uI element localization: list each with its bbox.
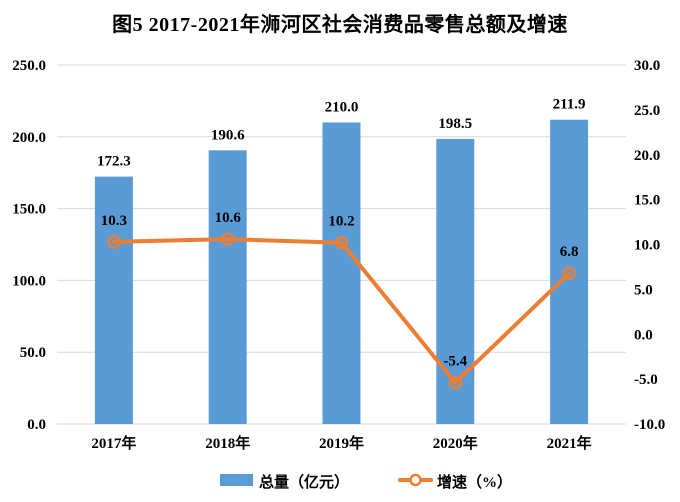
line-value-label: 6.8 — [560, 244, 579, 260]
legend-bar-swatch — [220, 474, 253, 486]
x-axis-category-label: 2019年 — [319, 434, 364, 452]
growth-marker — [220, 232, 235, 246]
legend-line-marker — [409, 473, 422, 487]
x-axis-category-label: 2020年 — [433, 434, 478, 452]
left-axis-tick-label: 250.0 — [12, 58, 46, 74]
left-axis-tick-label: 150.0 — [12, 202, 46, 218]
right-axis-tick-label: 5.0 — [634, 282, 653, 298]
growth-marker — [562, 266, 576, 280]
line-value-label: 10.3 — [101, 213, 127, 229]
right-axis-tick-label: 20.0 — [634, 148, 660, 164]
left-axis-tick-label: 0.0 — [27, 417, 46, 433]
growth-marker — [334, 235, 349, 250]
growth-marker — [448, 375, 463, 390]
growth-marker — [107, 235, 121, 249]
legend-line-label: 增速（%） — [437, 473, 512, 491]
x-axis-category-label: 2017年 — [91, 434, 136, 452]
bar-value-label: 198.5 — [438, 116, 472, 132]
x-axis-category-label: 2021年 — [547, 434, 592, 452]
line-value-label: 10.6 — [215, 210, 242, 226]
right-axis-tick-label: 0.0 — [634, 327, 653, 343]
bar-2017年 — [94, 176, 133, 424]
right-axis-tick-label: 30.0 — [634, 58, 660, 74]
x-axis-category-label: 2018年 — [205, 434, 250, 452]
bar-value-label: 172.3 — [97, 154, 131, 170]
line-value-label: -5.4 — [443, 354, 467, 370]
legend-bar-label: 总量（亿元） — [259, 473, 349, 491]
bar-2019年 — [322, 122, 361, 424]
right-axis-tick-label: 15.0 — [634, 193, 660, 209]
bar-value-label: 190.6 — [211, 127, 245, 143]
right-axis-tick-label: -10.0 — [634, 417, 665, 433]
right-axis-tick-label: 25.0 — [634, 103, 660, 119]
growth-line — [111, 237, 572, 385]
bar-value-label: 210.0 — [325, 99, 359, 115]
right-axis-tick-label: 10.0 — [634, 238, 660, 254]
bar-value-label: 211.9 — [553, 97, 586, 113]
left-axis-tick-label: 200.0 — [12, 130, 46, 146]
line-value-label: 10.2 — [328, 214, 354, 230]
chart-title: 图5 2017-2021年浉河区社会消费品零售总额及增速 — [112, 14, 568, 36]
bar-2018年 — [208, 150, 247, 424]
left-axis-tick-label: 50.0 — [20, 345, 46, 361]
left-axis-tick-label: 100.0 — [12, 273, 46, 289]
right-axis-tick-label: -5.0 — [634, 372, 658, 388]
